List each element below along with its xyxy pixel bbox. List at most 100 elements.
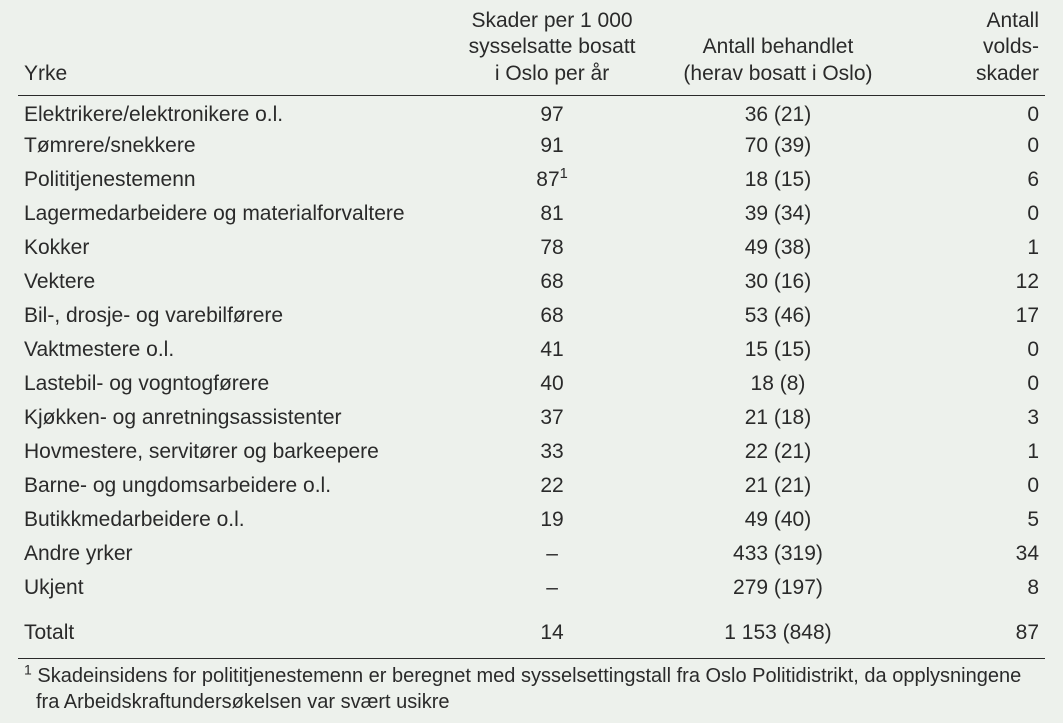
table-row: Totalt141 153 (848)87 [18, 605, 1045, 654]
table-head: Yrke Skader per 1 000 sysselsatte bosatt… [18, 6, 1045, 95]
table-row: Kokker7849 (38)1 [18, 232, 1045, 266]
cell-behandlet: 1 153 (848) [655, 605, 901, 654]
cell-skader: 68 [449, 300, 654, 334]
table-row: Vektere6830 (16)12 [18, 266, 1045, 300]
col-header-vold-line2: volds- [983, 35, 1039, 58]
cell-behandlet: 36 (21) [655, 95, 901, 129]
cell-behandlet: 53 (46) [655, 300, 901, 334]
col-header-yrke: Yrke [18, 6, 449, 95]
cell-behandlet: 49 (38) [655, 232, 901, 266]
cell-yrke: Elektrikere/elektronikere o.l. [18, 95, 449, 129]
cell-vold: 3 [901, 401, 1045, 435]
table-row: Ukjent–279 (197)8 [18, 571, 1045, 605]
cell-behandlet: 18 (8) [655, 368, 901, 402]
cell-yrke: Tømrere/snekkere [18, 130, 449, 164]
table-row: Vaktmestere o.l.4115 (15)0 [18, 334, 1045, 368]
col-header-skader: Skader per 1 000 sysselsatte bosatt i Os… [449, 6, 654, 95]
table-row: Bil-, drosje- og varebilførere6853 (46)1… [18, 300, 1045, 334]
cell-vold: 5 [901, 503, 1045, 537]
col-header-skader-line3: i Oslo per år [495, 62, 609, 85]
cell-vold: 12 [901, 266, 1045, 300]
table-row: Barne- og ungdomsarbeidere o.l.2221 (21)… [18, 469, 1045, 503]
cell-yrke: Hovmestere, servitører og barkeepere [18, 435, 449, 469]
cell-vold: 0 [901, 130, 1045, 164]
col-header-behandlet-line2: (herav bosatt i Oslo) [683, 62, 872, 85]
cell-vold: 0 [901, 368, 1045, 402]
table-row: Butikkmedarbeidere o.l.1949 (40)5 [18, 503, 1045, 537]
cell-behandlet: 70 (39) [655, 130, 901, 164]
cell-vold: 34 [901, 537, 1045, 571]
footnote-marker: 1 [24, 662, 32, 678]
cell-behandlet: 30 (16) [655, 266, 901, 300]
cell-behandlet: 22 (21) [655, 435, 901, 469]
cell-yrke: Polititjenestemenn [18, 164, 449, 198]
cell-vold: 1 [901, 232, 1045, 266]
col-header-vold-line3: skader [976, 62, 1039, 85]
footnote-text: Skadeinsidens for polititjenestemenn er … [36, 665, 1021, 713]
cell-yrke: Butikkmedarbeidere o.l. [18, 503, 449, 537]
injuries-table: Yrke Skader per 1 000 sysselsatte bosatt… [18, 6, 1045, 654]
cell-vold: 17 [901, 300, 1045, 334]
footnote-ref: 1 [560, 166, 568, 182]
cell-behandlet: 279 (197) [655, 571, 901, 605]
cell-behandlet: 15 (15) [655, 334, 901, 368]
cell-vold: 6 [901, 164, 1045, 198]
cell-behandlet: 433 (319) [655, 537, 901, 571]
cell-vold: 8 [901, 571, 1045, 605]
table-container: Yrke Skader per 1 000 sysselsatte bosatt… [0, 0, 1063, 723]
cell-yrke: Totalt [18, 605, 449, 654]
cell-behandlet: 39 (34) [655, 198, 901, 232]
cell-vold: 0 [901, 95, 1045, 129]
col-header-skader-line2: sysselsatte bosatt [469, 35, 636, 58]
cell-yrke: Barne- og ungdomsarbeidere o.l. [18, 469, 449, 503]
cell-yrke: Vaktmestere o.l. [18, 334, 449, 368]
cell-skader: 22 [449, 469, 654, 503]
table-row: Andre yrker–433 (319)34 [18, 537, 1045, 571]
col-header-behandlet: Antall behandlet (herav bosatt i Oslo) [655, 6, 901, 95]
cell-vold: 0 [901, 469, 1045, 503]
cell-yrke: Kokker [18, 232, 449, 266]
cell-yrke: Ukjent [18, 571, 449, 605]
col-header-skader-line1: Skader per 1 000 [471, 9, 632, 32]
cell-skader: – [449, 571, 654, 605]
cell-skader: 81 [449, 198, 654, 232]
cell-vold: 0 [901, 198, 1045, 232]
table-body: Elektrikere/elektronikere o.l.9736 (21)0… [18, 95, 1045, 654]
cell-behandlet: 21 (18) [655, 401, 901, 435]
cell-skader: 41 [449, 334, 654, 368]
cell-yrke: Andre yrker [18, 537, 449, 571]
cell-behandlet: 21 (21) [655, 469, 901, 503]
cell-skader: 871 [449, 164, 654, 198]
cell-skader: 14 [449, 605, 654, 654]
cell-skader: 91 [449, 130, 654, 164]
footnote: 1 Skadeinsidens for polititjenestemenn e… [18, 658, 1045, 715]
cell-vold: 1 [901, 435, 1045, 469]
table-row: Elektrikere/elektronikere o.l.9736 (21)0 [18, 95, 1045, 129]
cell-yrke: Vektere [18, 266, 449, 300]
cell-skader: 19 [449, 503, 654, 537]
cell-behandlet: 18 (15) [655, 164, 901, 198]
table-row: Lagermedarbeidere og materialforvaltere8… [18, 198, 1045, 232]
cell-behandlet: 49 (40) [655, 503, 901, 537]
cell-skader: 37 [449, 401, 654, 435]
col-header-behandlet-line1: Antall behandlet [703, 35, 854, 58]
cell-skader: 97 [449, 95, 654, 129]
cell-yrke: Kjøkken- og anretningsassistenter [18, 401, 449, 435]
table-row: Lastebil- og vogntogførere4018 (8)0 [18, 368, 1045, 402]
cell-yrke: Bil-, drosje- og varebilførere [18, 300, 449, 334]
table-row: Polititjenestemenn87118 (15)6 [18, 164, 1045, 198]
table-row: Tømrere/snekkere9170 (39)0 [18, 130, 1045, 164]
cell-skader: 78 [449, 232, 654, 266]
cell-yrke: Lagermedarbeidere og materialforvaltere [18, 198, 449, 232]
col-header-vold: Antall volds- skader [901, 6, 1045, 95]
table-row: Hovmestere, servitører og barkeepere3322… [18, 435, 1045, 469]
cell-yrke: Lastebil- og vogntogførere [18, 368, 449, 402]
cell-vold: 87 [901, 605, 1045, 654]
cell-skader: – [449, 537, 654, 571]
cell-skader: 68 [449, 266, 654, 300]
cell-skader: 33 [449, 435, 654, 469]
cell-vold: 0 [901, 334, 1045, 368]
cell-skader: 40 [449, 368, 654, 402]
table-row: Kjøkken- og anretningsassistenter3721 (1… [18, 401, 1045, 435]
col-header-vold-line1: Antall [986, 9, 1039, 32]
